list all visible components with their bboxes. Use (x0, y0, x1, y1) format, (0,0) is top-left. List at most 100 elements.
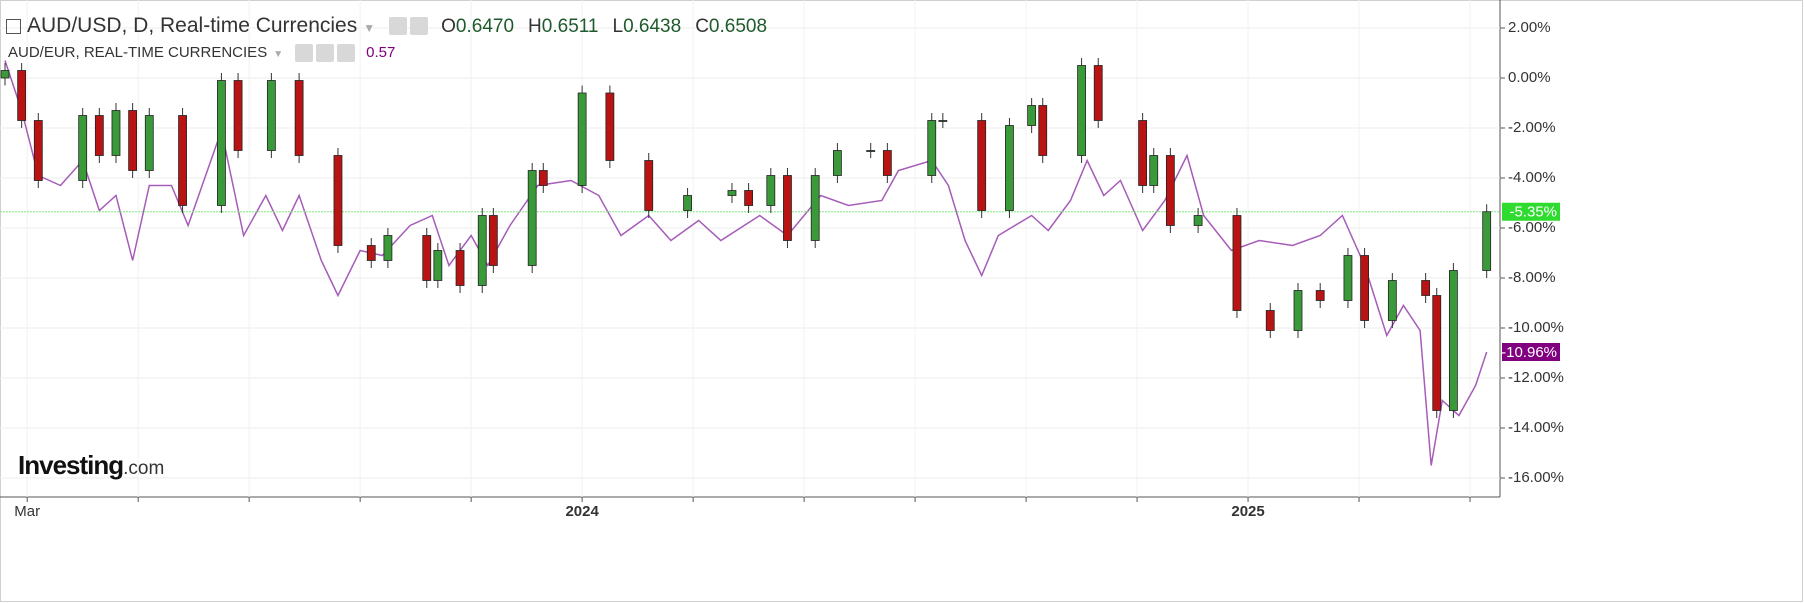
candle-body (1315, 290, 1325, 301)
main-legend: AUD/USD, D, Real-time Currencies ▼ O0.6470… (6, 14, 781, 38)
last-value-label: -5.35% (1509, 204, 1557, 221)
candle-body (0, 70, 10, 79)
x-tick-label: Mar (14, 503, 40, 520)
candle-body (1421, 280, 1431, 296)
candle-body (144, 115, 154, 171)
candle-body (94, 115, 104, 156)
candle-body (605, 92, 615, 161)
candle-body (266, 80, 276, 151)
ohlc-key: L (612, 16, 624, 37)
ohlc-value: 0.6508 (708, 16, 768, 37)
candle-body (1343, 255, 1353, 301)
ohlc-value: 0.6438 (623, 16, 682, 37)
y-tick-label: 2.00% (1508, 19, 1551, 36)
candle-body (178, 115, 187, 206)
y-tick-label: 0.00% (1508, 69, 1551, 86)
candle-body (644, 160, 654, 211)
compare-line (4, 60, 1488, 466)
candle-body (1293, 290, 1303, 331)
y-tick-label: -12.00% (1508, 369, 1564, 386)
logo-suffix: .com (123, 458, 165, 479)
candle-body (938, 120, 948, 122)
last-value-box (1502, 343, 1560, 361)
candle-body (217, 80, 226, 206)
candle-body (78, 115, 88, 181)
candle-body (683, 195, 692, 211)
candle-body (1027, 105, 1037, 126)
compare-value: 0.57 (366, 44, 396, 61)
ohlc-key: O (441, 16, 456, 37)
candle-body (1448, 270, 1458, 411)
legend-title: AUD/USD, D, Real-time Currencies (27, 14, 358, 37)
candle-body (333, 155, 343, 246)
candle-body (477, 215, 487, 286)
candle-body (977, 120, 987, 211)
y-tick-label: -10.00% (1508, 319, 1564, 336)
y-tick-label: -4.00% (1508, 169, 1556, 186)
candle-body (833, 150, 842, 176)
y-tick-label: -2.00% (1508, 119, 1556, 136)
settings-icon[interactable] (410, 17, 429, 36)
ohlc-key: C (695, 16, 709, 37)
candle-body (1482, 211, 1492, 271)
candle-body (1038, 105, 1048, 156)
candle-body (1165, 155, 1175, 226)
candle-body (366, 245, 376, 261)
last-value-box (1502, 202, 1560, 221)
x-tick-label: 2024 (565, 503, 599, 520)
candle-body (527, 170, 537, 266)
candle-body (111, 110, 121, 156)
ohlc-key: H (528, 16, 542, 37)
candle-body (1232, 215, 1242, 311)
y-tick-label: -6.00% (1508, 219, 1556, 236)
candle-body (882, 150, 892, 176)
candle-body (727, 190, 737, 196)
y-tick-label: -14.00% (1508, 419, 1564, 436)
compare-name: AUD/EUR, REAL-TIME CURRENCIES (8, 44, 268, 61)
candle-body (488, 215, 498, 266)
grid (0, 0, 1500, 497)
logo: Investing.com (18, 450, 164, 481)
ohlc-value: 0.6470 (455, 16, 515, 37)
logo-brand: Investing (18, 450, 124, 480)
candle-body (577, 92, 587, 186)
candle-body (1077, 65, 1086, 156)
candle-body (1005, 125, 1014, 211)
candle-body (233, 80, 243, 151)
candle-body (1138, 120, 1148, 186)
collapse-button[interactable] (6, 18, 21, 34)
eye-icon[interactable] (295, 44, 314, 63)
candle-body (1193, 215, 1203, 226)
candle-body (1265, 310, 1275, 331)
candle-body (128, 110, 138, 171)
candle-body (422, 235, 432, 281)
y-tick-label: -16.00% (1508, 469, 1564, 486)
candle-body (866, 150, 876, 152)
candle-body (383, 235, 393, 261)
candle-body (455, 250, 465, 286)
candle-body (294, 80, 304, 156)
candle-body (1093, 65, 1103, 121)
ohlc-values: O0.6470 H0.6511 L0.6438 C0.6508 (441, 16, 781, 37)
x-tick-label: 2025 (1231, 503, 1264, 520)
candle-body (538, 170, 548, 186)
compare-legend: AUD/EUR, REAL-TIME CURRENCIES ▼ 0.57 (8, 44, 396, 63)
candle-body (1360, 255, 1369, 321)
candle-body (17, 70, 27, 121)
candle-body (927, 120, 937, 176)
last-value-label: -10.96% (1501, 344, 1557, 361)
candle-body (783, 175, 792, 241)
ohlc-value: 0.6511 (541, 16, 599, 37)
candles (0, 58, 1492, 418)
settings-icon[interactable] (316, 44, 335, 63)
candle-body (744, 190, 754, 206)
close-icon[interactable] (337, 44, 356, 63)
candle-body (1149, 155, 1159, 186)
candle-body (766, 175, 776, 206)
candle-body (1387, 280, 1397, 321)
candle-body (810, 175, 820, 241)
eye-icon[interactable] (389, 17, 408, 36)
